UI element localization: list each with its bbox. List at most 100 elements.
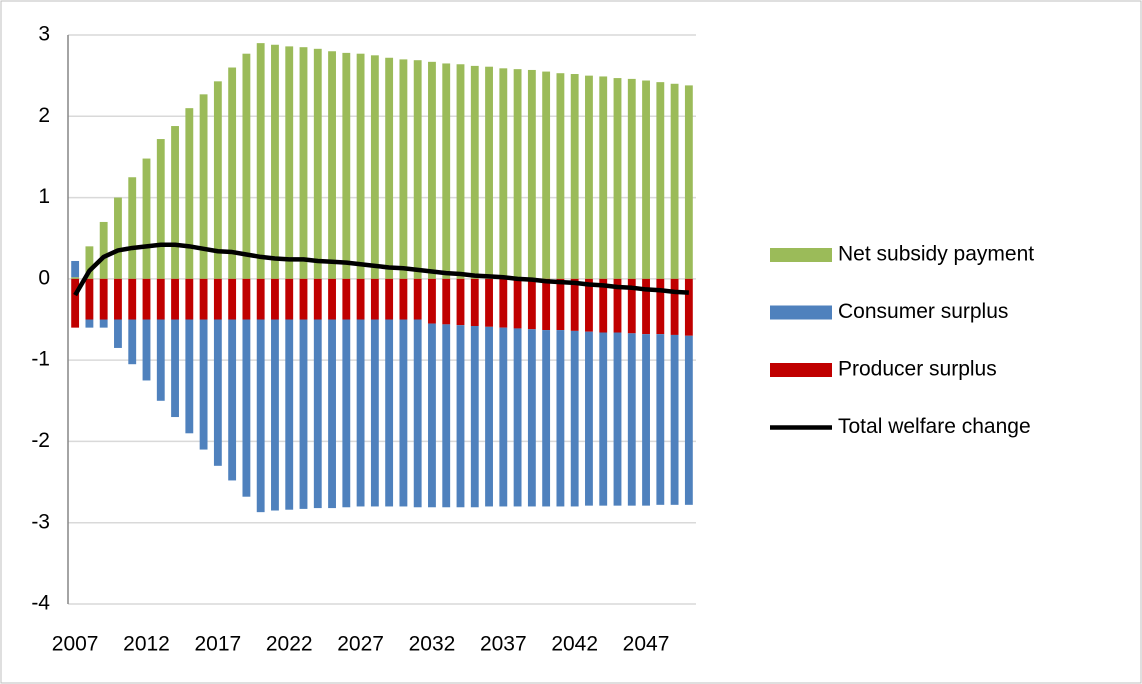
bar <box>456 278 465 326</box>
bar <box>599 278 608 333</box>
bar <box>599 332 608 506</box>
bar <box>99 278 108 320</box>
x-tick-label: 2022 <box>266 633 313 656</box>
bar <box>399 319 408 507</box>
bar <box>513 328 522 507</box>
bar <box>613 78 622 279</box>
bar <box>299 47 308 279</box>
bar <box>285 319 294 510</box>
legend-label: Net subsidy payment <box>838 243 1034 266</box>
bar <box>271 278 279 320</box>
bar <box>585 278 593 332</box>
bar <box>599 76 608 279</box>
bar <box>542 71 551 279</box>
bar <box>171 278 179 320</box>
bar <box>313 48 322 279</box>
bar <box>499 327 508 507</box>
bar <box>442 63 451 279</box>
bar <box>213 319 222 466</box>
legend-swatch <box>770 248 832 262</box>
bar <box>442 324 451 508</box>
legend-label: Total welfare change <box>838 415 1031 438</box>
bar <box>242 278 251 320</box>
bar <box>613 278 622 333</box>
bar <box>313 319 322 509</box>
bar <box>585 331 593 506</box>
bar <box>99 221 108 279</box>
bar <box>570 330 579 507</box>
bar <box>470 278 479 327</box>
bar <box>627 333 636 506</box>
bar <box>85 246 94 279</box>
bar <box>156 139 165 279</box>
bar <box>613 332 622 506</box>
bar <box>585 75 593 279</box>
bar <box>199 94 208 279</box>
bar <box>342 319 351 508</box>
bar <box>142 278 151 320</box>
x-tick-label: 2042 <box>551 633 598 656</box>
bar <box>71 277 80 279</box>
bar <box>356 278 365 320</box>
bar <box>456 64 465 279</box>
bar <box>527 69 536 279</box>
bar <box>413 319 422 508</box>
bar <box>670 278 679 335</box>
legend-swatch <box>770 363 832 377</box>
bar <box>670 334 679 505</box>
x-tick-label: 2012 <box>123 633 170 656</box>
bar <box>399 278 408 320</box>
legend-label: Consumer surplus <box>838 300 1008 323</box>
bar <box>85 278 94 320</box>
bar <box>499 278 508 328</box>
bar <box>570 74 579 279</box>
bar <box>185 319 194 434</box>
bar <box>428 278 436 324</box>
bar <box>299 319 308 509</box>
bar <box>370 319 379 507</box>
x-tick-label: 2037 <box>480 633 527 656</box>
bar <box>485 66 493 279</box>
bar <box>485 326 493 507</box>
bar <box>684 278 693 336</box>
bar <box>185 278 194 320</box>
bar <box>556 330 565 507</box>
bar <box>85 319 94 328</box>
bar <box>399 59 408 279</box>
bar <box>627 278 636 334</box>
x-tick-label: 2027 <box>337 633 384 656</box>
bar <box>385 278 394 320</box>
bar <box>556 73 565 279</box>
bar <box>114 197 122 279</box>
bar <box>413 278 422 320</box>
y-tick-label: 3 <box>38 23 50 46</box>
bar <box>556 278 565 331</box>
x-tick-label: 2047 <box>623 633 670 656</box>
bar <box>71 260 80 278</box>
bar <box>171 126 179 279</box>
bar <box>242 53 251 279</box>
y-tick-label: 2 <box>38 104 50 127</box>
bar <box>527 278 536 330</box>
bar <box>156 319 165 401</box>
bar <box>228 319 237 481</box>
bar <box>242 319 251 497</box>
bar <box>228 278 237 320</box>
bar <box>642 278 650 335</box>
legend-label: Producer surplus <box>838 358 997 381</box>
bar <box>356 319 365 507</box>
bar <box>527 329 536 507</box>
bar <box>570 278 579 331</box>
bar <box>485 278 493 327</box>
bar <box>285 278 294 320</box>
bar <box>642 80 650 279</box>
bar <box>342 52 351 279</box>
bar <box>213 81 222 279</box>
bar <box>470 326 479 508</box>
bar <box>285 46 294 279</box>
y-tick-label: 1 <box>38 185 50 208</box>
bar <box>256 278 265 320</box>
bar <box>513 278 522 329</box>
bar <box>299 278 308 320</box>
bar <box>185 108 194 279</box>
